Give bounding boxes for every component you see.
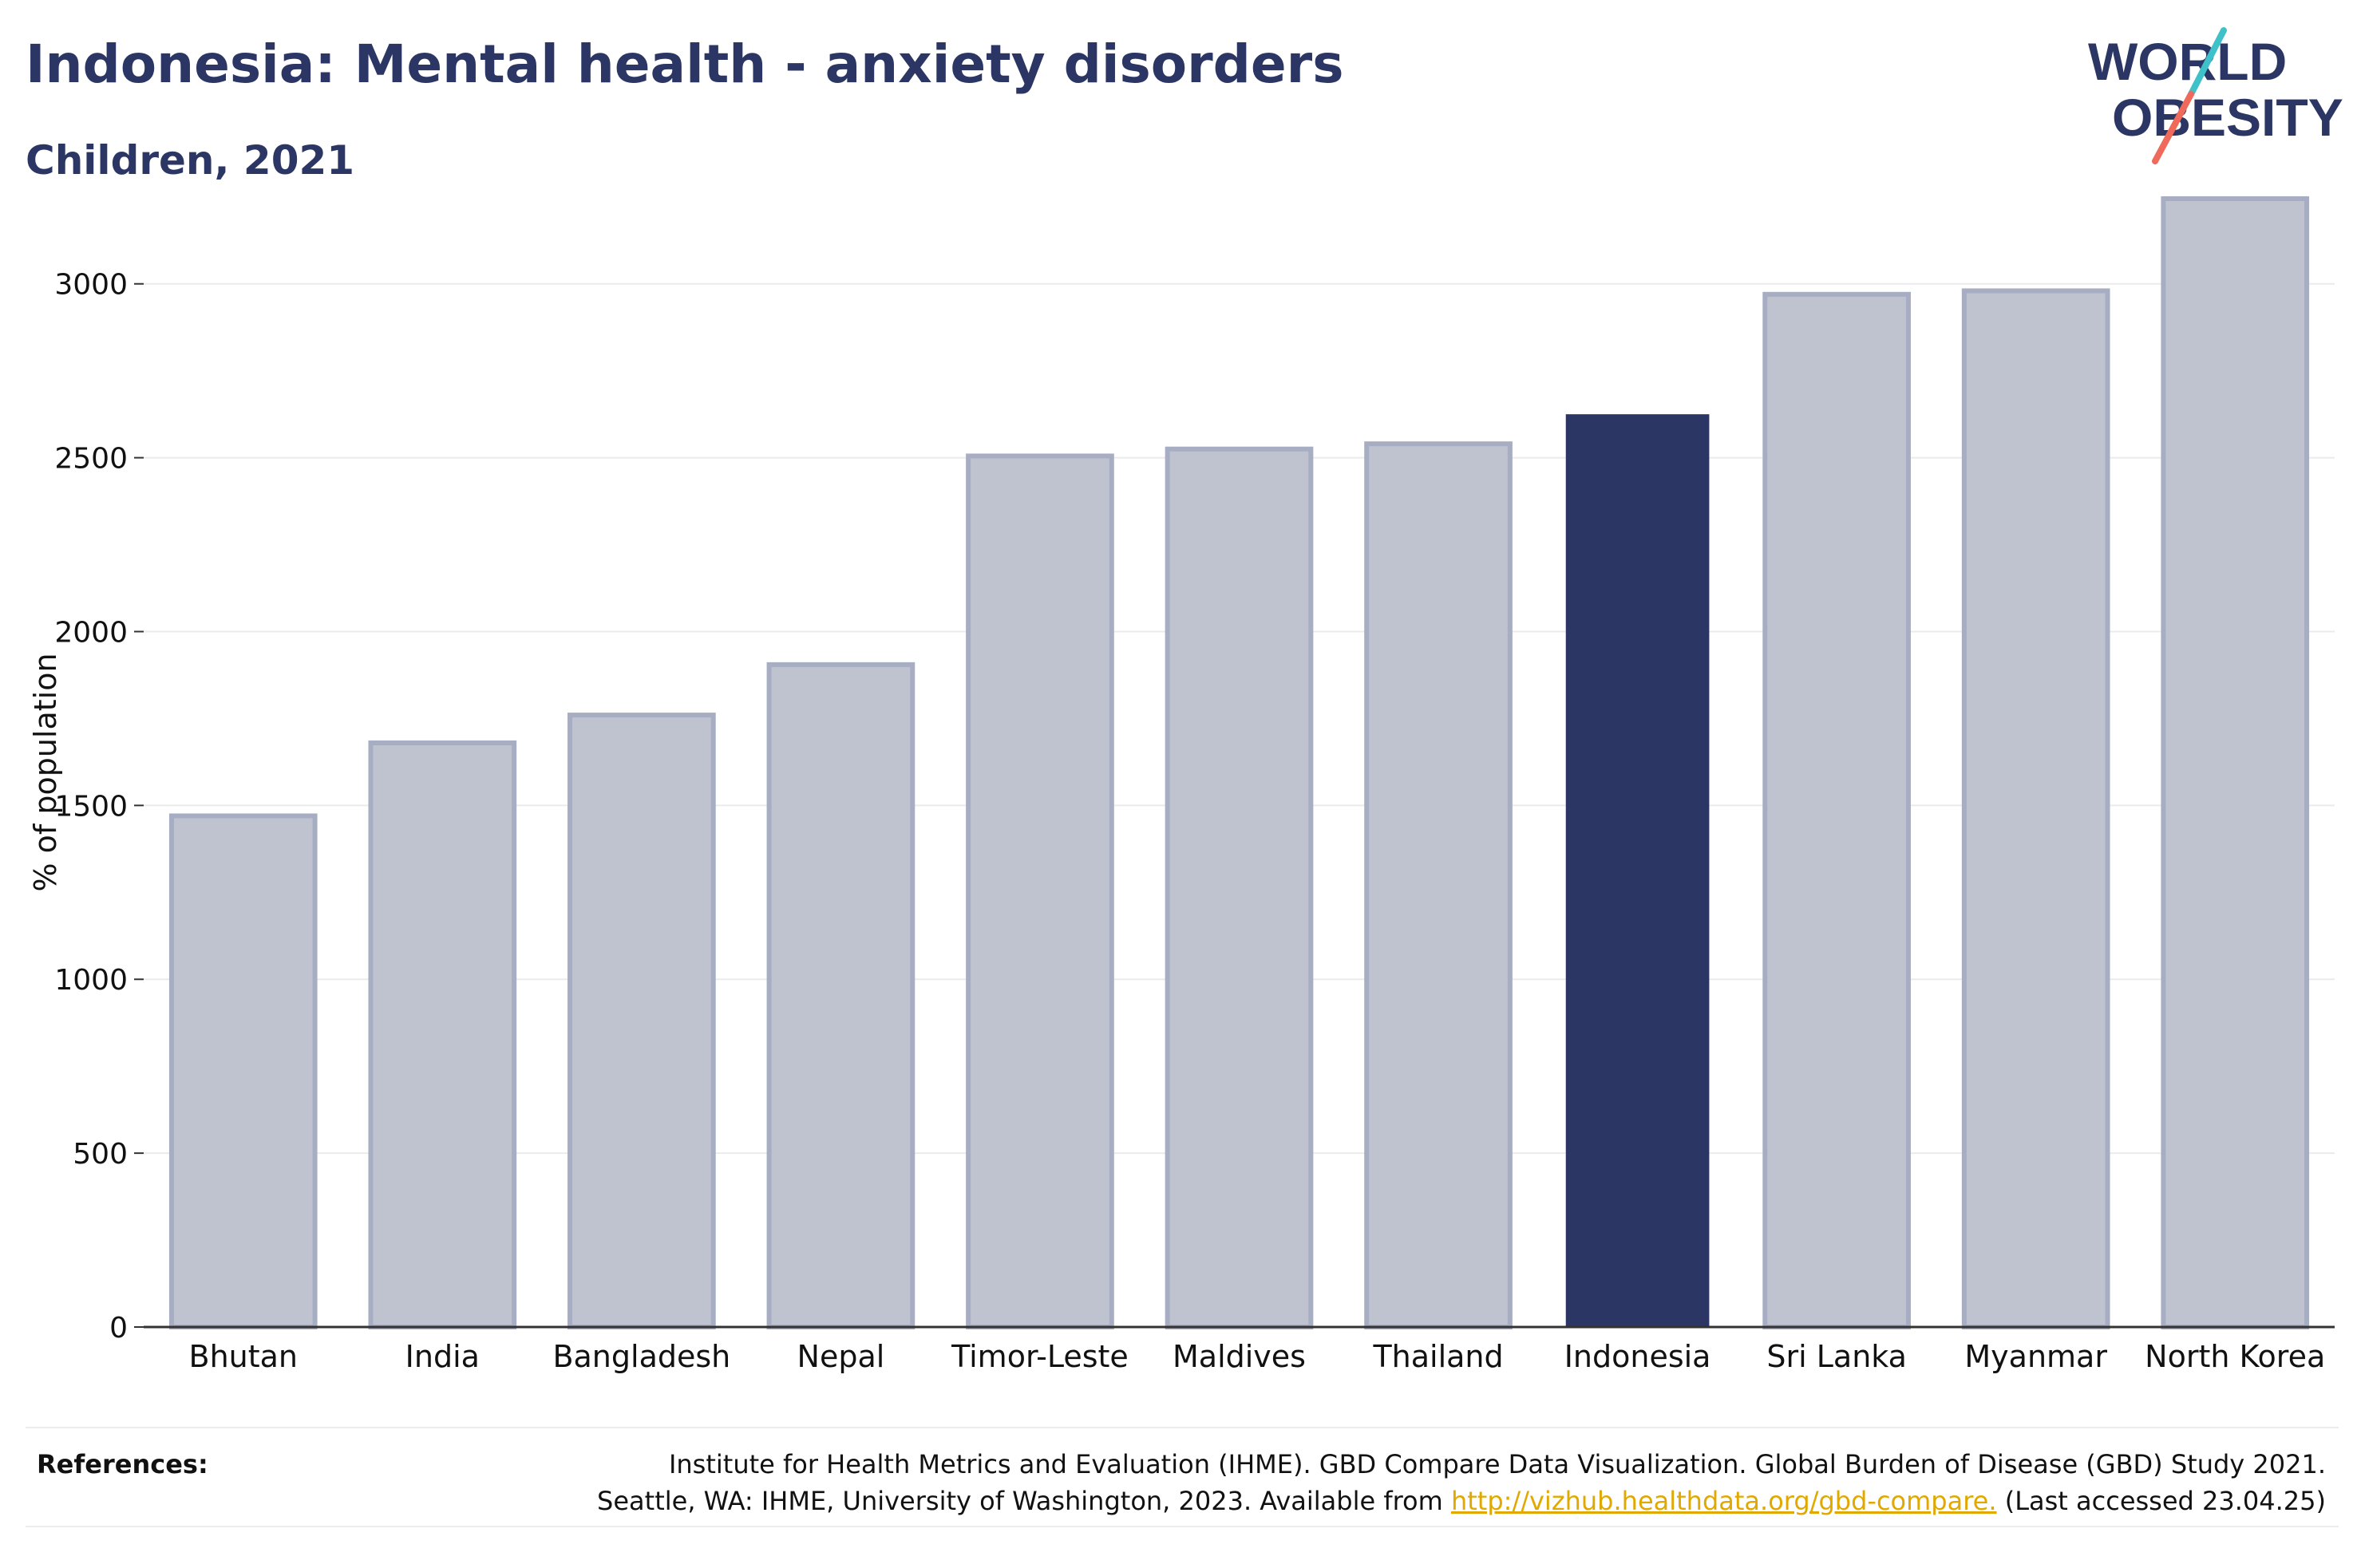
logo-word-world: WORLD	[2088, 32, 2287, 91]
x-tick-label-maldives: Maldives	[1173, 1339, 1306, 1374]
y-tick-label-1000: 1000	[54, 964, 128, 997]
references-line-2-suffix: (Last accessed 23.04.25)	[1996, 1486, 2326, 1516]
x-tick-label-bangladesh: Bangladesh	[552, 1339, 730, 1374]
y-tick-label-2000: 2000	[54, 616, 128, 649]
logo-slash-teal	[2188, 27, 2227, 97]
x-tick-label-timor-leste: Timor-Leste	[951, 1339, 1129, 1374]
x-tick-label-sri-lanka: Sri Lanka	[1766, 1339, 1907, 1374]
y-axis-label: % of population	[28, 653, 63, 891]
logo-slash-coral	[2152, 91, 2194, 164]
y-tick-label-500: 500	[73, 1138, 128, 1171]
references-line-2: Seattle, WA: IHME, University of Washing…	[490, 1483, 2326, 1519]
x-tick-label-india: India	[405, 1339, 480, 1374]
x-tick-label-bhutan: Bhutan	[189, 1339, 299, 1374]
x-tick-label-thailand: Thailand	[1372, 1339, 1503, 1374]
y-tick-label-1500: 1500	[54, 790, 128, 823]
x-tick-label-indonesia: Indonesia	[1564, 1339, 1711, 1374]
references-bottom-rule	[26, 1526, 2339, 1527]
x-tick-label-myanmar: Myanmar	[1964, 1339, 2107, 1374]
chart-title: Indonesia: Mental health - anxiety disor…	[26, 34, 1344, 95]
bar-indonesia	[1565, 414, 1710, 1327]
bar-bangladesh	[568, 713, 716, 1329]
references-line-2-prefix: Seattle, WA: IHME, University of Washing…	[597, 1486, 1451, 1516]
x-tick-label-north-korea: North Korea	[2145, 1339, 2325, 1374]
x-tick-label-nepal: Nepal	[797, 1339, 885, 1374]
bar-sri-lanka	[1762, 291, 1911, 1329]
bar-north-korea	[2161, 196, 2310, 1329]
world-obesity-logo: WORLD OBESITY	[2088, 27, 2343, 164]
bar-thailand	[1364, 441, 1513, 1329]
chart-subtitle: Children, 2021	[26, 137, 355, 184]
bar-maldives	[1165, 446, 1314, 1329]
bar-chart: 0 500 1000 1500 2000 2500 3000 Bhutan India Bangl…	[28, 196, 2335, 1374]
bar-timor-leste	[966, 453, 1114, 1329]
references-line-1: Institute for Health Metrics and Evaluat…	[668, 1449, 2326, 1479]
logo-word-obesity: OBESITY	[2112, 88, 2343, 147]
bars	[168, 196, 2310, 1330]
bar-india	[368, 740, 517, 1329]
references-top-rule	[26, 1427, 2339, 1428]
references-label: References:	[37, 1449, 208, 1479]
axes: 0 500 1000 1500 2000 2500 3000 Bhutan India Bangl…	[54, 269, 2335, 1374]
y-tick-label-2500: 2500	[54, 443, 128, 476]
bar-bhutan	[168, 813, 318, 1329]
references-link[interactable]: http://vizhub.healthdata.org/gbd-compare…	[1450, 1486, 1997, 1516]
bar-myanmar	[1961, 288, 2110, 1330]
y-tick-label-3000: 3000	[54, 269, 128, 302]
y-tick-label-0: 0	[109, 1312, 128, 1345]
bar-nepal	[766, 662, 916, 1329]
references-text: Institute for Health Metrics and Evaluat…	[490, 1446, 2326, 1519]
